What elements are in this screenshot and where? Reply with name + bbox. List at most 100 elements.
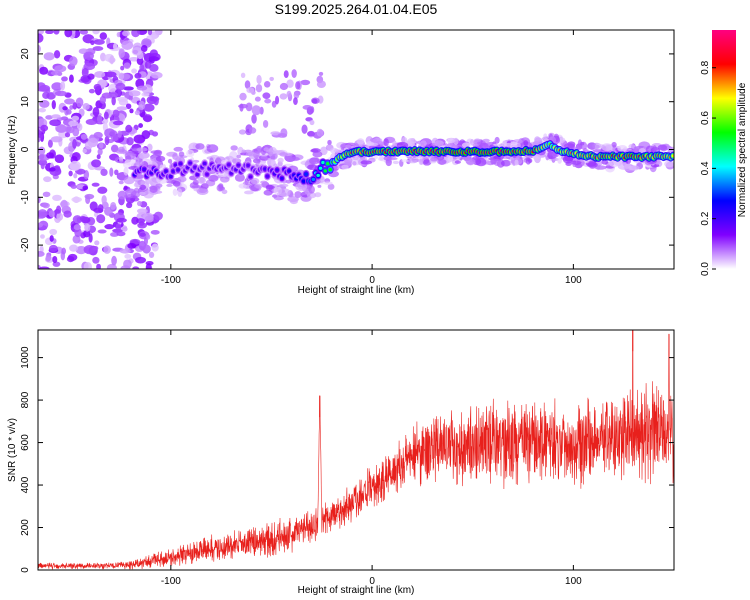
colorbar-bar [712, 30, 736, 269]
spectrogram-cell [109, 55, 114, 65]
spectrogram-y-tick-label: -10 [20, 190, 31, 205]
spectrogram-cell [115, 149, 128, 154]
spectrogram-cell [601, 143, 613, 152]
spectrogram-cell [72, 234, 81, 244]
spectrogram-cell [105, 71, 117, 78]
spectrogram-cell [153, 149, 163, 157]
spectrogram-cell [166, 183, 173, 187]
spectrogram-cell [104, 135, 110, 146]
spectrogram-cell [293, 91, 300, 99]
spectrogram-cell [118, 72, 125, 80]
spectrogram-cell [73, 173, 78, 179]
spectrogram-cell [146, 143, 153, 152]
spectrogram-cell [236, 154, 241, 159]
spectrogram-cell [312, 151, 323, 158]
spectrogram-cell [72, 215, 83, 224]
spectrogram-cell [287, 169, 291, 173]
spectrogram-cell [307, 164, 318, 171]
spectrogram-cell [132, 42, 143, 52]
spectrogram-cell [67, 253, 78, 261]
spectrogram-cell [326, 161, 330, 166]
spectrogram-cell [255, 84, 263, 93]
snr-background [38, 330, 674, 570]
spectrogram-cell [56, 212, 64, 221]
spectrogram-cell [55, 205, 62, 214]
spectrogram-cell [93, 83, 102, 91]
spectrogram-cell [116, 106, 128, 111]
spectrogram-cell [132, 49, 139, 54]
spectrogram-cell [60, 81, 66, 91]
spectrogram-cell [589, 143, 595, 151]
spectrogram-cell [92, 245, 99, 251]
spectrogram-cell [473, 138, 481, 143]
spectrogram-cell [96, 154, 101, 160]
spectrogram-cell [138, 123, 144, 128]
spectrogram-cell [587, 162, 598, 168]
spectrogram-cell [125, 124, 133, 133]
spectrogram-cell [70, 184, 77, 189]
spectrogram-cell [205, 172, 209, 176]
spectrogram-cell [43, 176, 52, 183]
spectrogram-cell [40, 124, 49, 132]
spectrogram-cell [192, 159, 200, 163]
spectrogram-cell [60, 199, 68, 209]
spectrogram-cell [47, 139, 53, 148]
spectrogram-cell [490, 158, 497, 165]
spectrogram-cell [275, 95, 280, 105]
spectrogram-cell [139, 184, 146, 191]
spectrogram-cell [327, 183, 335, 190]
spectrogram-cell [229, 171, 234, 175]
spectrogram-cell [195, 173, 200, 177]
spectrogram-cell [142, 114, 153, 123]
spectrogram-cell [236, 163, 241, 167]
spectrogram-cell [169, 174, 173, 179]
spectrogram-cell [142, 167, 147, 171]
spectrogram-cell [144, 215, 154, 223]
spectrogram-cell [146, 35, 158, 40]
spectrogram-cell [186, 149, 195, 158]
spectrogram-cell [123, 259, 132, 269]
spectrogram-cell [133, 187, 140, 194]
spectrogram-cell [38, 266, 50, 269]
spectrogram-cell [49, 119, 62, 127]
spectrogram-cell [91, 159, 102, 168]
spectrogram-cell [42, 191, 51, 198]
spectrogram-cell [248, 175, 253, 179]
spectrogram-cell [38, 159, 48, 166]
spectrogram-cell [250, 186, 257, 191]
spectrogram-cell [115, 82, 126, 91]
spectrogram-cell [263, 189, 273, 196]
spectrogram-cell [563, 143, 575, 149]
spectrogram-cell [401, 159, 409, 163]
spectrogram-cell [124, 253, 132, 259]
spectrogram-cell [265, 174, 270, 178]
spectrogram-cell [68, 170, 73, 177]
spectrogram-cell [366, 142, 379, 147]
spectrogram-cell [149, 64, 159, 72]
spectrogram-cell [570, 160, 582, 165]
spectrogram-cell [114, 169, 119, 176]
spectrogram-cell [45, 30, 54, 35]
spectrogram-cell [431, 137, 439, 146]
spectrogram-cell [38, 132, 44, 139]
spectrogram-cell [407, 138, 415, 147]
spectrogram-cell [256, 74, 262, 85]
spectrogram-cell [245, 102, 253, 112]
spectrogram-cell [301, 124, 308, 134]
spectrogram-cell [565, 161, 572, 167]
spectrogram-cell [341, 164, 349, 170]
spectrogram-cell [264, 98, 272, 104]
snr-y-tick-label: 400 [20, 476, 31, 493]
spectrogram-cell [48, 244, 58, 253]
spectrogram-cell [100, 80, 107, 88]
spectrogram-cell [54, 90, 67, 97]
spectrogram-cell [422, 159, 432, 166]
spectrogram-cell [48, 210, 56, 218]
spectrogram-cell [289, 156, 300, 162]
spectrogram-cell [115, 223, 122, 231]
spectrogram-cell [525, 158, 531, 165]
spectrogram-cell [101, 195, 107, 205]
spectrogram-cell [280, 176, 284, 180]
spectrogram-cell [106, 263, 117, 269]
